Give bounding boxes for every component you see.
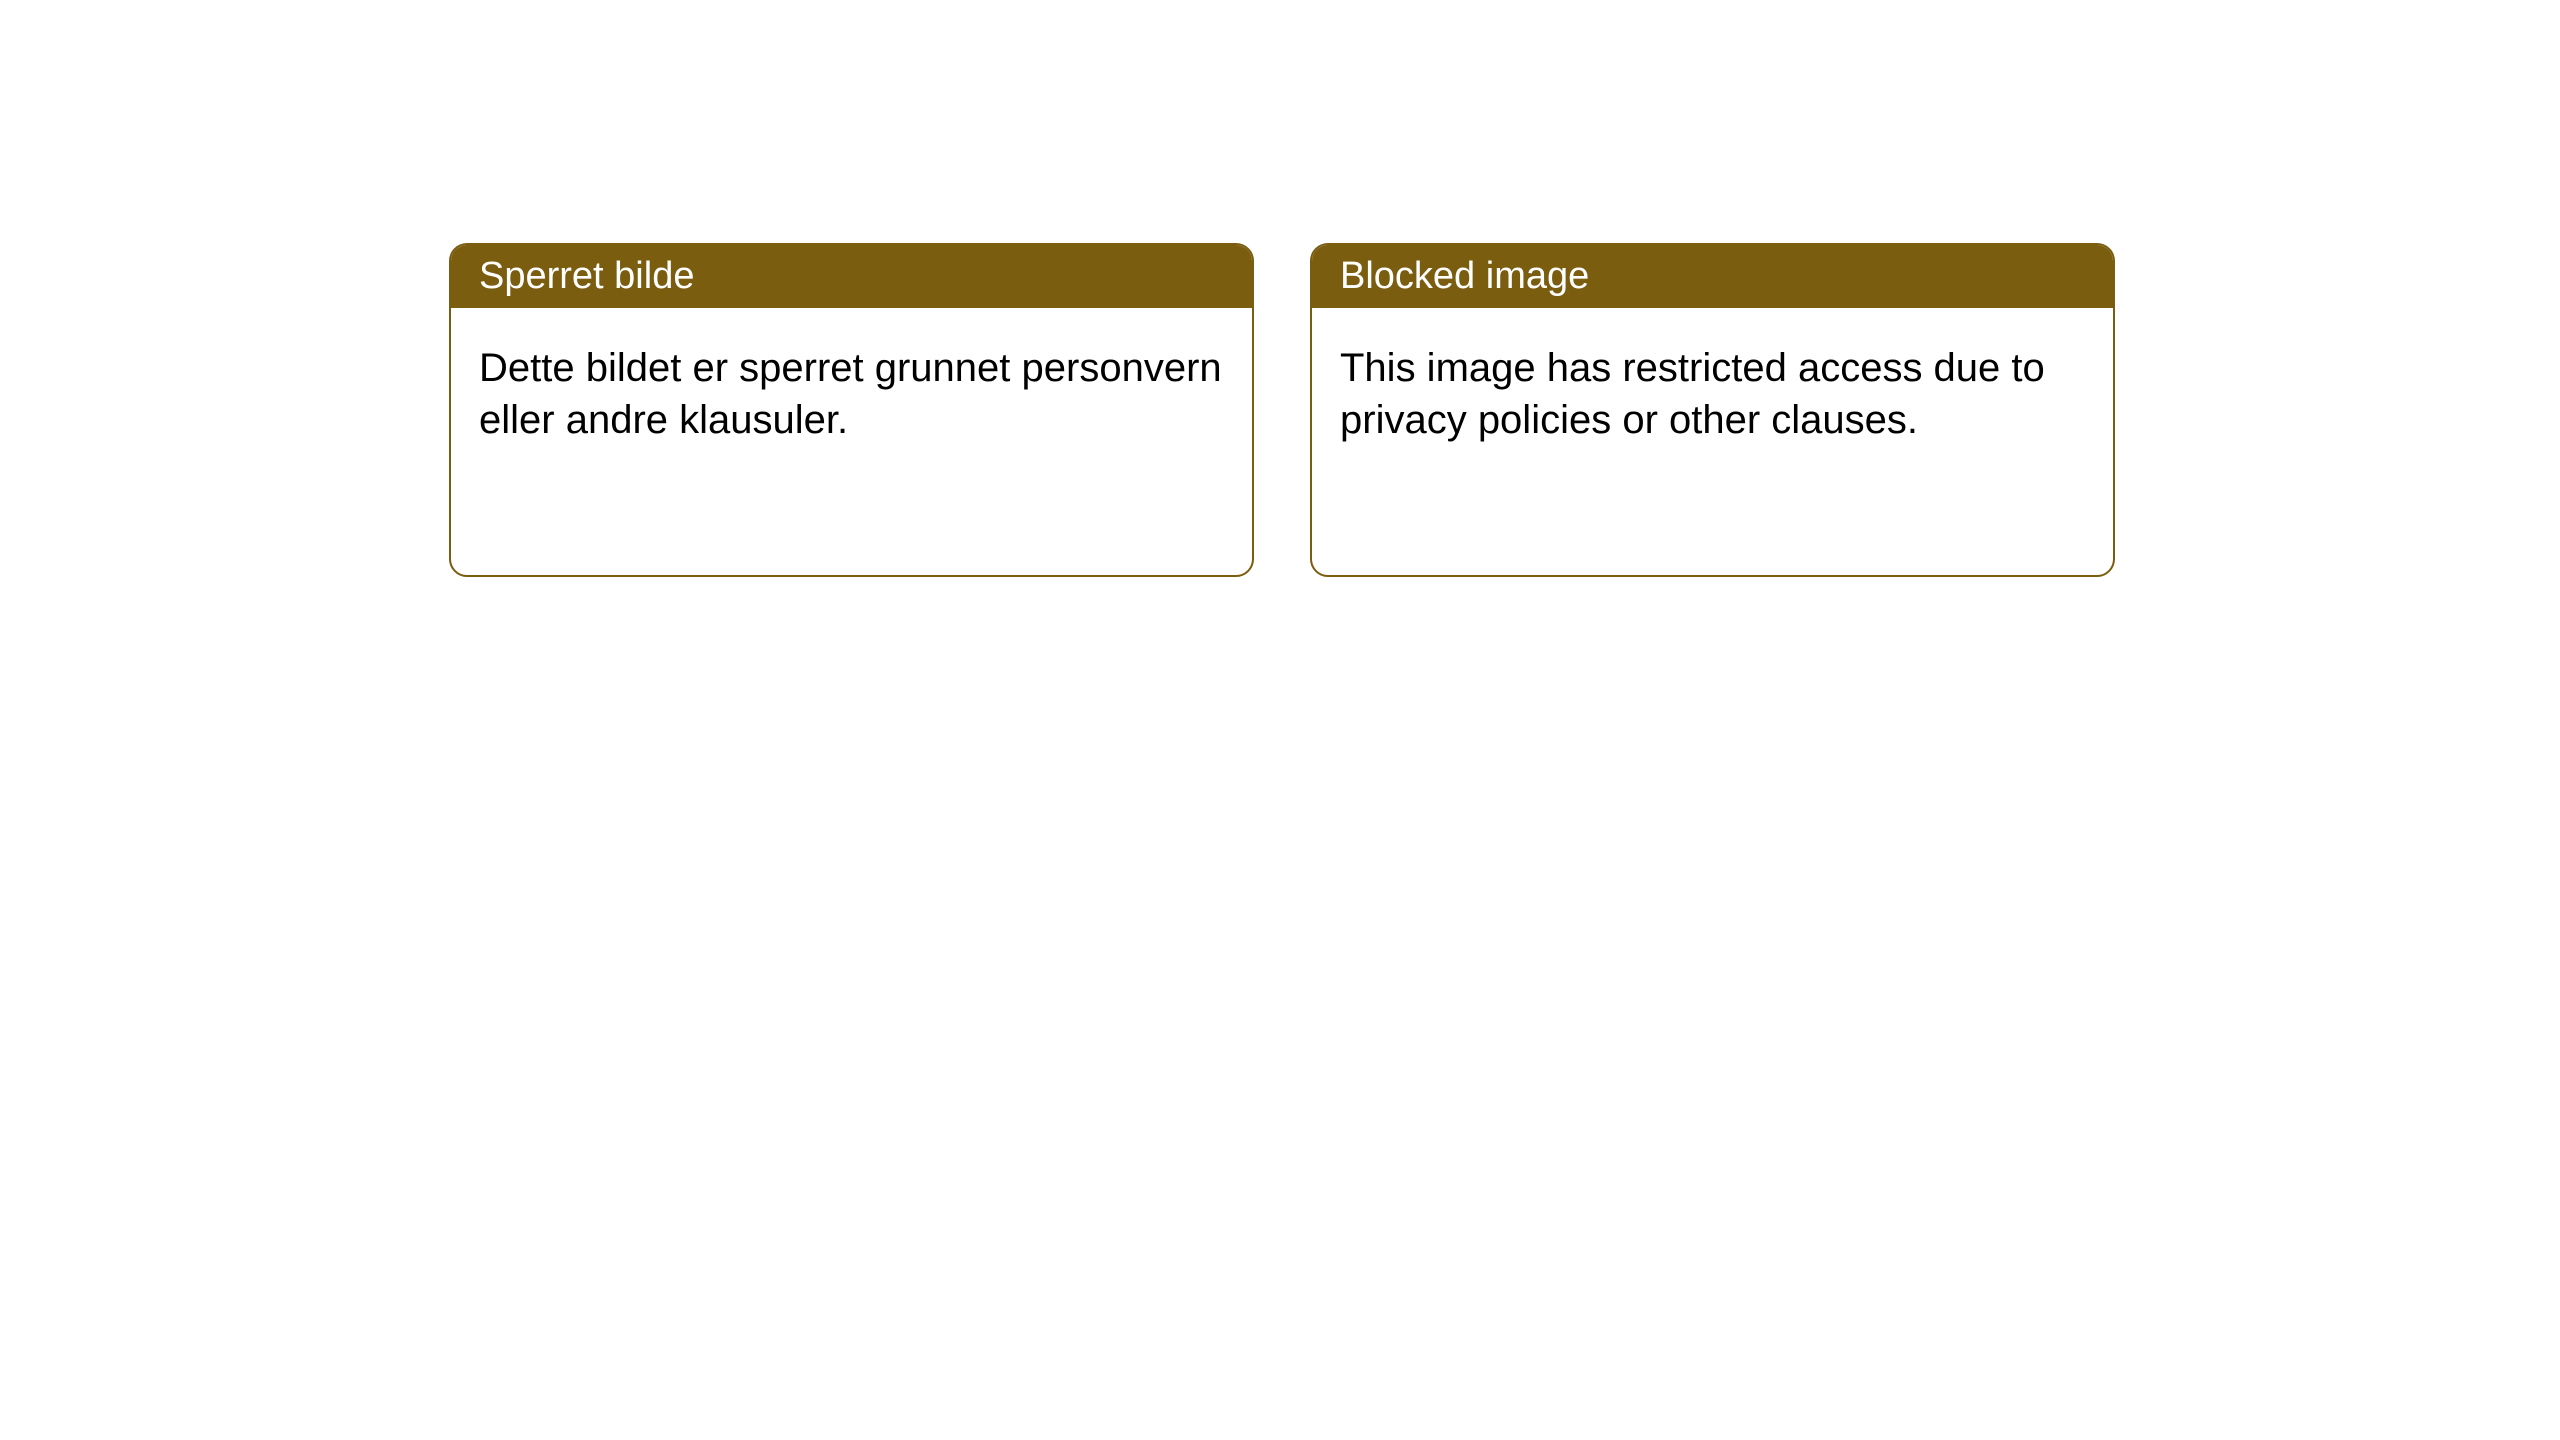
notice-container: Sperret bilde Dette bildet er sperret gr… <box>449 243 2115 577</box>
notice-card-english: Blocked image This image has restricted … <box>1310 243 2115 577</box>
notice-body: Dette bildet er sperret grunnet personve… <box>451 308 1252 480</box>
notice-title: Blocked image <box>1340 255 1589 297</box>
notice-header: Blocked image <box>1312 245 2113 308</box>
notice-header: Sperret bilde <box>451 245 1252 308</box>
notice-card-norwegian: Sperret bilde Dette bildet er sperret gr… <box>449 243 1254 577</box>
notice-title: Sperret bilde <box>479 255 694 297</box>
notice-body: This image has restricted access due to … <box>1312 308 2113 480</box>
notice-message: This image has restricted access due to … <box>1340 346 2045 442</box>
notice-message: Dette bildet er sperret grunnet personve… <box>479 346 1222 442</box>
